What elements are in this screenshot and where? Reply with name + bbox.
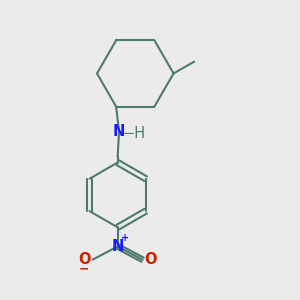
Text: O: O (78, 252, 91, 267)
Text: O: O (145, 252, 157, 267)
Text: N: N (113, 124, 125, 139)
Text: −H: −H (123, 127, 146, 142)
Text: N: N (111, 239, 124, 254)
Text: −: − (79, 262, 90, 276)
Text: +: + (121, 232, 129, 243)
